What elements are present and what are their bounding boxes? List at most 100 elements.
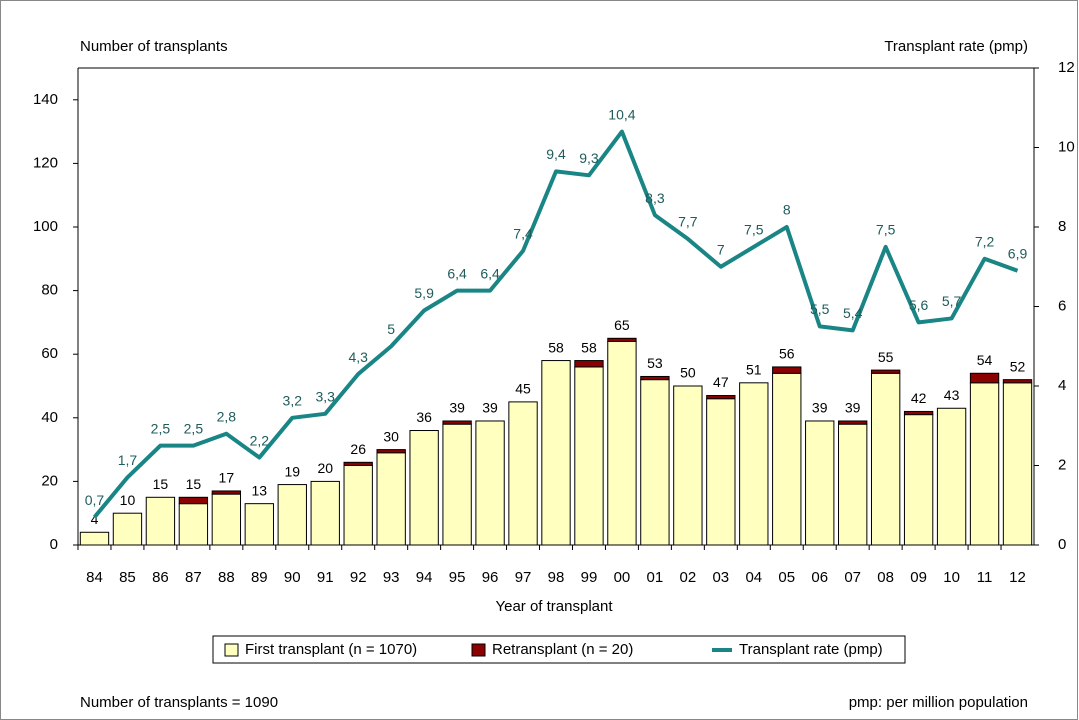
- data-label: 3,2: [283, 393, 303, 409]
- data-label: 39: [482, 400, 498, 416]
- bar: [673, 385, 703, 546]
- x-tick-label: 01: [647, 569, 664, 586]
- bar: [442, 423, 472, 546]
- data-label: 2,8: [217, 408, 237, 424]
- data-label: 13: [252, 482, 268, 498]
- y-tick-label: 40: [41, 409, 58, 426]
- bar: [936, 407, 967, 546]
- bar: [244, 503, 274, 546]
- bar: [475, 420, 505, 546]
- y-tick-label: 20: [41, 472, 58, 489]
- legend-swatch: [224, 643, 239, 657]
- x-tick-label: 88: [218, 569, 235, 586]
- data-label: 17: [219, 470, 235, 486]
- bar: [508, 401, 538, 546]
- data-label: 8,3: [645, 190, 665, 206]
- data-label: 9,3: [579, 150, 599, 166]
- x-tick-label: 07: [844, 569, 861, 586]
- line: [92, 129, 1019, 519]
- bar: [178, 496, 209, 505]
- x-tick-label: 94: [416, 569, 433, 586]
- data-label: 15: [186, 476, 202, 492]
- bar: [574, 360, 604, 368]
- x-tick-label: 98: [548, 569, 565, 586]
- x-axis-title: Year of transplant: [495, 598, 613, 615]
- y2-tick-label: 10: [1058, 138, 1075, 155]
- legend-swatch: [471, 643, 486, 657]
- bar: [838, 423, 868, 546]
- x-tick-label: 93: [383, 569, 400, 586]
- data-label: 58: [548, 339, 564, 355]
- bar: [376, 452, 406, 546]
- bar: [640, 375, 670, 381]
- x-tick-label: 10: [943, 569, 960, 586]
- y-tick-label: 120: [33, 154, 58, 171]
- x-tick-label: 08: [877, 569, 894, 586]
- data-label: 5,7: [942, 293, 962, 309]
- data-label: 65: [614, 317, 630, 333]
- y-tick-label: 60: [41, 345, 58, 362]
- bar: [870, 369, 901, 374]
- data-label: 7,7: [678, 214, 698, 230]
- data-label: 7: [717, 241, 725, 257]
- data-label: 26: [350, 441, 366, 457]
- x-tick-label: 91: [317, 569, 334, 586]
- data-label: 8: [783, 202, 791, 218]
- bar: [574, 366, 604, 546]
- data-label: 39: [449, 400, 465, 416]
- x-tick-label: 12: [1009, 569, 1026, 586]
- x-tick-label: 96: [482, 569, 499, 586]
- x-tick-label: 02: [680, 569, 697, 586]
- x-tick-label: 89: [251, 569, 268, 586]
- data-label: 7,5: [876, 222, 896, 238]
- bar: [870, 372, 901, 546]
- bar: [903, 410, 934, 416]
- x-tick-label: 90: [284, 569, 301, 586]
- bar: [969, 372, 1000, 384]
- data-label: 30: [383, 428, 399, 444]
- footnote: Number of transplants = 1090: [80, 694, 278, 711]
- data-label: 39: [845, 400, 861, 416]
- x-tick-label: 86: [152, 569, 169, 586]
- x-tick-label: 09: [910, 569, 927, 586]
- bar: [145, 496, 176, 546]
- x-tick-label: 05: [778, 569, 795, 586]
- data-label: 5,4: [843, 305, 863, 321]
- data-label: 3,3: [316, 389, 336, 405]
- x-tick-label: 11: [977, 569, 993, 586]
- data-label: 2,5: [184, 420, 204, 436]
- bar: [903, 414, 934, 546]
- y-axis-title: Number of transplants: [80, 38, 228, 55]
- data-label: 5,6: [909, 297, 929, 313]
- data-label: 56: [779, 346, 795, 362]
- x-tick-label: 04: [745, 569, 762, 586]
- data-label: 19: [284, 463, 300, 479]
- data-label: 51: [746, 362, 762, 378]
- x-tick-label: 97: [515, 569, 532, 586]
- x-tick-label: 92: [350, 569, 367, 586]
- y-tick-label: 0: [50, 536, 58, 553]
- data-label: 52: [1010, 358, 1026, 374]
- footnote: pmp: per million population: [849, 694, 1028, 711]
- bar: [607, 340, 637, 546]
- bar: [211, 493, 242, 546]
- y2-tick-label: 2: [1058, 456, 1066, 473]
- bar: [211, 490, 242, 495]
- bar: [772, 366, 802, 374]
- data-label: 2,5: [151, 420, 171, 436]
- data-label: 5: [387, 321, 395, 337]
- bar: [112, 512, 143, 546]
- data-label: 1,7: [118, 452, 138, 468]
- bar: [838, 420, 868, 425]
- bar: [739, 382, 769, 546]
- bar: [969, 382, 1000, 546]
- data-label: 45: [515, 381, 531, 397]
- data-label: 7,5: [744, 222, 764, 238]
- bar: [607, 337, 637, 342]
- bar: [343, 461, 373, 467]
- data-label: 20: [317, 460, 333, 476]
- data-label: 2,2: [250, 432, 270, 448]
- y-tick-label: 100: [33, 218, 58, 235]
